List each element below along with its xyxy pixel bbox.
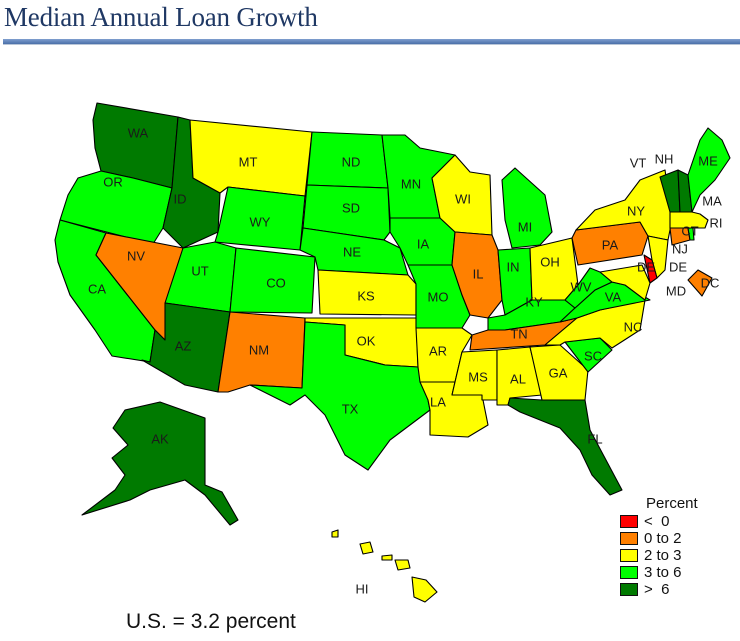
legend-item-top: > 6: [620, 581, 698, 598]
state-md: [599, 264, 651, 301]
legend: Percent < 0 0 to 2 2 to 3 3 to 6 > 6: [620, 495, 698, 598]
state-label-ms: MS: [468, 369, 488, 384]
state-label-mn: MN: [401, 176, 421, 191]
legend-label: < 0: [644, 513, 670, 530]
state-label-mo: MO: [428, 289, 449, 304]
state-wi: [431, 154, 493, 236]
state-label-mi: MI: [518, 219, 532, 234]
state-fl: [507, 397, 623, 496]
state-label-fl: FL: [587, 431, 602, 446]
legend-item-low: 0 to 2: [620, 530, 698, 547]
state-label-ut: UT: [191, 263, 208, 278]
state-mi: [501, 167, 553, 249]
state-label-vt: VT: [630, 155, 647, 170]
state-label-nc: NC: [624, 319, 643, 334]
state-label-me: ME: [698, 153, 718, 168]
legend-swatch-neg: [620, 515, 638, 528]
state-tx: [249, 321, 431, 471]
state-dc: [687, 269, 713, 297]
state-sd: [302, 184, 391, 241]
legend-item-mid: 2 to 3: [620, 547, 698, 564]
state-label-il: IL: [473, 266, 484, 281]
state-label-ky: KY: [525, 294, 543, 309]
state-ri: [687, 227, 695, 241]
state-label-dc: DC: [701, 275, 720, 290]
us-summary-note: U.S. = 3.2 percent: [126, 610, 296, 633]
state-label-la: LA: [430, 394, 446, 409]
state-label-nm: NM: [249, 342, 269, 357]
state-label-wy: WY: [250, 214, 271, 229]
state-label-ak: AK: [151, 431, 169, 446]
state-label-sd: SD: [342, 200, 360, 215]
state-label-or: OR: [103, 174, 123, 189]
legend-swatch-top: [620, 583, 638, 596]
legend-label: > 6: [644, 581, 670, 598]
legend-label: 3 to 6: [644, 564, 682, 581]
state-label-nv: NV: [127, 248, 145, 263]
state-label-ri: RI: [710, 215, 723, 230]
legend-swatch-high: [620, 566, 638, 579]
state-label-ia: IA: [417, 236, 430, 251]
state-label-oh: OH: [540, 254, 560, 269]
state-label-sc: SC: [584, 348, 602, 363]
state-ak: [81, 401, 239, 526]
state-label-id: ID: [174, 191, 187, 206]
state-label-wv: WV: [571, 279, 592, 294]
state-me: [687, 127, 731, 213]
state-label-de: DE: [637, 259, 655, 274]
legend-label: 2 to 3: [644, 547, 682, 564]
state-label-ca: CA: [88, 281, 106, 296]
state-label-nd: ND: [342, 154, 361, 169]
legend-label: 0 to 2: [644, 530, 682, 547]
state-de: [643, 254, 658, 284]
state-label-nh: NH: [655, 151, 674, 166]
state-label-wi: WI: [455, 191, 471, 206]
state-label-co: CO: [266, 275, 286, 290]
legend-title: Percent: [646, 495, 698, 512]
state-nj: [647, 235, 669, 279]
state-label-in: IN: [507, 259, 520, 274]
state-label-md: MD: [666, 283, 686, 298]
legend-item-high: 3 to 6: [620, 564, 698, 581]
state-label-ma: MA: [702, 193, 722, 208]
states-layer: [54, 102, 731, 603]
state-label-az: AZ: [175, 338, 192, 353]
state-labels-layer: WA OR CA NV ID MT WY UT CO AZ NM ND SD NE KS OK TX MN IA MO…: [88, 125, 723, 596]
state-label-wa: WA: [128, 125, 149, 140]
state-label-tx: TX: [342, 401, 359, 416]
state-label-nj: NJ: [672, 241, 688, 256]
state-label-hi: HI: [356, 581, 369, 596]
title-rule: [3, 39, 740, 45]
state-label-pa: PA: [602, 237, 619, 252]
state-label-ok: OK: [357, 333, 376, 348]
state-label-de: DE: [669, 259, 687, 274]
state-label-va: VA: [605, 289, 622, 304]
state-label-ct: CT: [681, 223, 698, 238]
state-label-al: AL: [510, 371, 526, 386]
state-co: [229, 247, 316, 314]
legend-swatch-low: [620, 532, 638, 545]
state-label-ne: NE: [343, 244, 361, 259]
state-label-ar: AR: [429, 343, 447, 358]
legend-swatch-mid: [620, 549, 638, 562]
state-label-tn: TN: [510, 326, 527, 341]
state-label-mt: MT: [239, 154, 258, 169]
state-hi: [331, 529, 438, 603]
state-label-ny: NY: [627, 203, 645, 218]
page-title: Median Annual Loan Growth: [4, 2, 318, 32]
state-label-ks: KS: [357, 288, 375, 303]
state-wy: [214, 186, 306, 251]
state-label-ga: GA: [549, 365, 568, 380]
legend-item-neg: < 0: [620, 513, 698, 530]
